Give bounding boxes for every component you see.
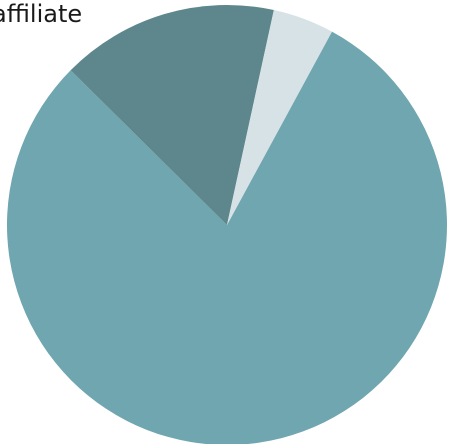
pie-slice-second (70, 4, 274, 225)
pie-slice-main (6, 31, 447, 445)
slices-layer (6, 4, 447, 445)
pie-slice-third (227, 10, 332, 225)
chart-label-text: affiliate (0, 0, 82, 28)
